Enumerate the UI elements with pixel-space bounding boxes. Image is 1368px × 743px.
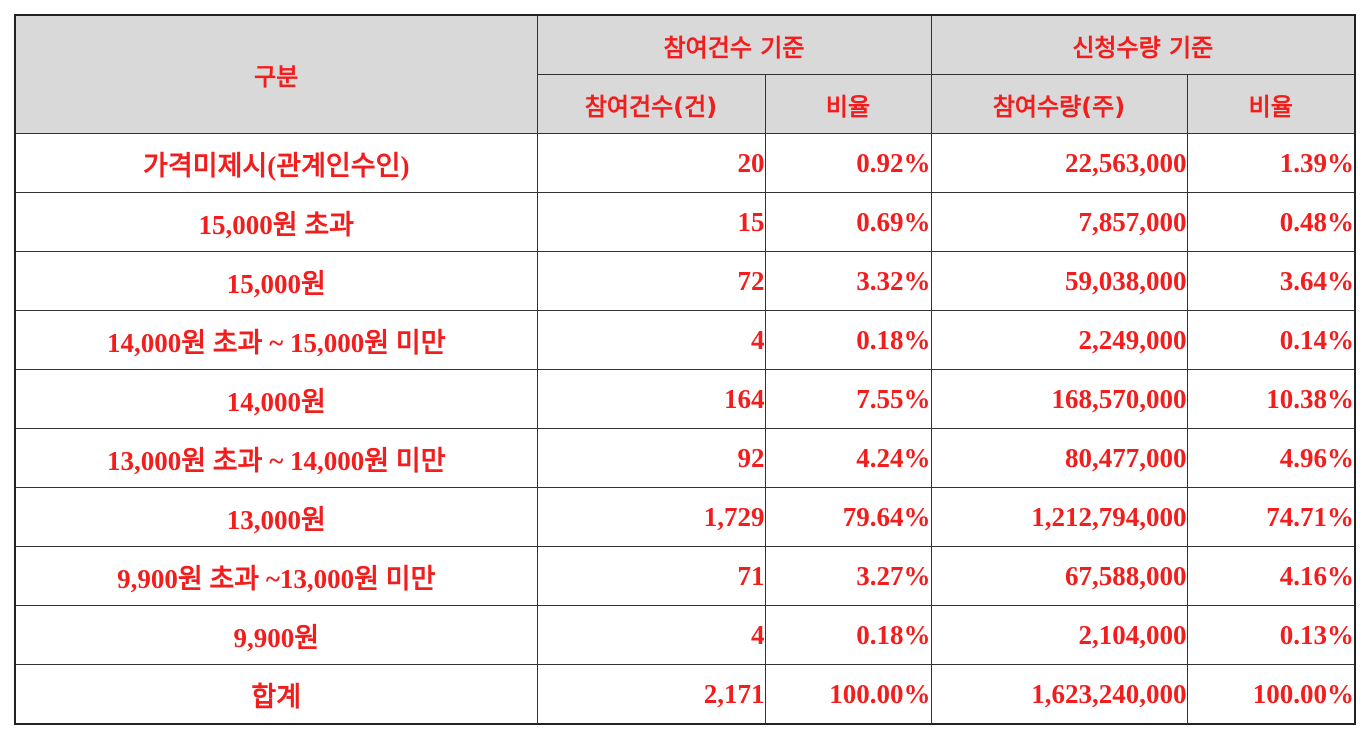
header-qty-ratio: 비율 — [1186, 74, 1356, 134]
table-row: 9,900원 4 0.18% 2,104,000 0.13% — [14, 605, 1356, 665]
row-qty: 2,104,000 — [930, 605, 1188, 665]
row-count: 164 — [536, 369, 766, 429]
row-count-ratio: 0.18% — [764, 605, 932, 665]
table-row: 15,000원 72 3.32% 59,038,000 3.64% — [14, 251, 1356, 311]
row-count-ratio: 3.27% — [764, 546, 932, 606]
row-label: 15,000원 — [14, 251, 538, 311]
table-row: 14,000원 164 7.55% 168,570,000 10.38% — [14, 369, 1356, 429]
row-qty: 1,623,240,000 — [930, 664, 1188, 725]
row-count: 4 — [536, 605, 766, 665]
row-count-ratio: 100.00% — [764, 664, 932, 725]
row-qty: 22,563,000 — [930, 133, 1188, 193]
header-qty-col: 참여수량(주) — [930, 74, 1188, 134]
row-qty: 7,857,000 — [930, 192, 1188, 252]
row-qty: 168,570,000 — [930, 369, 1188, 429]
header-count-col: 참여건수(건) — [536, 74, 766, 134]
row-count: 20 — [536, 133, 766, 193]
row-qty-ratio: 3.64% — [1186, 251, 1356, 311]
row-qty-ratio: 10.38% — [1186, 369, 1356, 429]
row-qty-ratio: 100.00% — [1186, 664, 1356, 725]
row-label: 15,000원 초과 — [14, 192, 538, 252]
total-row: 합계 2,171 100.00% 1,623,240,000 100.00% — [14, 664, 1356, 725]
row-count: 15 — [536, 192, 766, 252]
header-row-top: 구분 참여건수 기준 신청수량 기준 — [14, 14, 1356, 134]
row-qty-ratio: 4.16% — [1186, 546, 1356, 606]
row-label: 9,900원 — [14, 605, 538, 665]
header-category: 구분 — [14, 14, 538, 134]
row-label: 14,000원 초과 ~ 15,000원 미만 — [14, 310, 538, 370]
row-label: 가격미제시(관계인수인) — [14, 133, 538, 193]
row-qty-ratio: 4.96% — [1186, 428, 1356, 488]
row-label: 13,000원 초과 ~ 14,000원 미만 — [14, 428, 538, 488]
row-count-ratio: 3.32% — [764, 251, 932, 311]
row-count: 1,729 — [536, 487, 766, 547]
table-row: 가격미제시(관계인수인) 20 0.92% 22,563,000 1.39% — [14, 133, 1356, 193]
table-row: 9,900원 초과 ~13,000원 미만 71 3.27% 67,588,00… — [14, 546, 1356, 606]
row-count-ratio: 0.92% — [764, 133, 932, 193]
row-count: 2,171 — [536, 664, 766, 725]
row-count-ratio: 79.64% — [764, 487, 932, 547]
row-count: 4 — [536, 310, 766, 370]
header-group-count: 참여건수 기준 — [536, 14, 932, 75]
table-row: 13,000원 초과 ~ 14,000원 미만 92 4.24% 80,477,… — [14, 428, 1356, 488]
row-count: 92 — [536, 428, 766, 488]
row-label: 9,900원 초과 ~13,000원 미만 — [14, 546, 538, 606]
row-qty: 2,249,000 — [930, 310, 1188, 370]
demand-forecast-table: 구분 참여건수 기준 신청수량 기준 참여건수(건) 비율 참여수량(주) 비율… — [14, 14, 1356, 725]
row-count-ratio: 4.24% — [764, 428, 932, 488]
header-group-qty: 신청수량 기준 — [930, 14, 1356, 75]
row-qty-ratio: 0.14% — [1186, 310, 1356, 370]
row-qty-ratio: 74.71% — [1186, 487, 1356, 547]
row-qty-ratio: 1.39% — [1186, 133, 1356, 193]
row-qty-ratio: 0.13% — [1186, 605, 1356, 665]
row-count-ratio: 0.18% — [764, 310, 932, 370]
row-label: 14,000원 — [14, 369, 538, 429]
row-count-ratio: 0.69% — [764, 192, 932, 252]
row-label: 13,000원 — [14, 487, 538, 547]
row-qty: 59,038,000 — [930, 251, 1188, 311]
row-count-ratio: 7.55% — [764, 369, 932, 429]
row-qty: 67,588,000 — [930, 546, 1188, 606]
row-qty: 1,212,794,000 — [930, 487, 1188, 547]
row-qty: 80,477,000 — [930, 428, 1188, 488]
row-label: 합계 — [14, 664, 538, 725]
row-count: 72 — [536, 251, 766, 311]
header-row-sub: 참여건수(건) 비율 참여수량(주) 비율 — [15, 74, 1356, 134]
header-count-ratio: 비율 — [764, 74, 932, 134]
row-count: 71 — [536, 546, 766, 606]
row-qty-ratio: 0.48% — [1186, 192, 1356, 252]
table-row: 13,000원 1,729 79.64% 1,212,794,000 74.71… — [14, 487, 1356, 547]
table-row: 15,000원 초과 15 0.69% 7,857,000 0.48% — [14, 192, 1356, 252]
table-row: 14,000원 초과 ~ 15,000원 미만 4 0.18% 2,249,00… — [14, 310, 1356, 370]
